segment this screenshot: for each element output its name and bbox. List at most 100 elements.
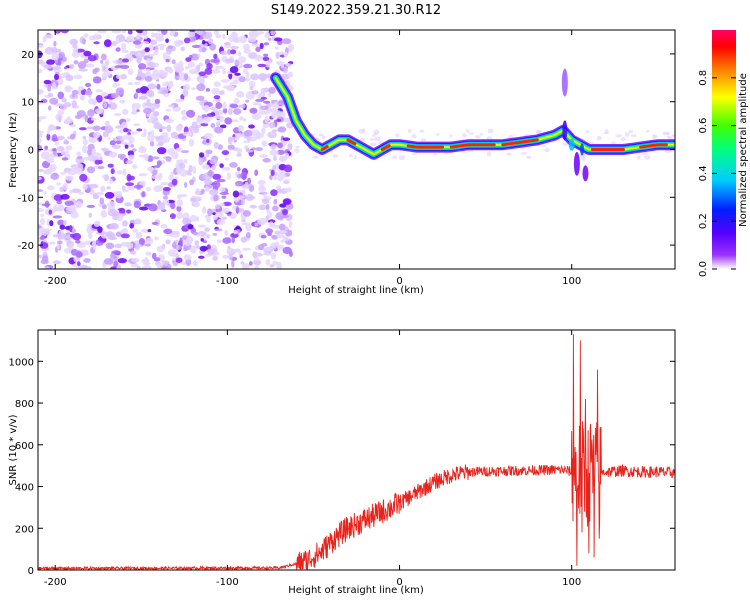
spectrogram-noise-cell	[151, 252, 157, 260]
spectrogram-noise-cell	[221, 216, 228, 220]
spectrogram-noise-cell	[354, 155, 358, 160]
spectrogram-noise-cell	[419, 129, 425, 133]
colorbar-label: Normalized spectral amplitude	[738, 73, 749, 227]
spectrogram-noise-cell	[158, 202, 166, 211]
spectrogram-noise-cell	[264, 73, 272, 78]
spectrogram-noise-cell	[269, 149, 279, 156]
spectrogram-noise-cell	[60, 193, 70, 200]
spectrogram-noise-cell	[245, 71, 250, 79]
spectrogram-noise-cell	[175, 98, 185, 103]
spectrogram-noise-cell	[48, 209, 52, 215]
spectrogram-noise-cell	[115, 37, 120, 45]
spectrogram-noise-cell	[77, 61, 87, 69]
spectrogram-noise-cell	[232, 36, 241, 43]
spectrogram-noise-cell	[229, 66, 239, 74]
spectrogram-noise-cell	[588, 141, 594, 145]
spectrogram-noise-cell	[196, 117, 203, 124]
spectrogram-noise-cell	[282, 137, 291, 141]
spectrogram-noise-cell	[205, 153, 210, 158]
spectrogram-noise-cell	[209, 188, 219, 196]
spectrogram-noise-cell	[57, 91, 65, 100]
spectrogram-noise-cell	[46, 59, 55, 65]
spectrogram-noise-cell	[259, 42, 264, 50]
spectrogram-noise-cell	[43, 266, 51, 269]
spectrogram-noise-cell	[203, 105, 210, 113]
spectrogram-noise-cell	[126, 242, 134, 250]
spectrogram-noise-cell	[666, 131, 670, 135]
spectrogram-noise-cell	[148, 203, 158, 212]
spectrogram-noise-cell	[133, 81, 141, 85]
spectrogram-noise-cell	[271, 234, 278, 240]
spectrogram-noise-cell	[282, 198, 292, 205]
spectrogram-noise-cell	[643, 155, 651, 160]
spectrogram-noise-cell	[182, 84, 191, 91]
colorbar: 0.0 0.2 0.4 0.6 0.8 Normalized spectral ampl…	[698, 30, 749, 277]
snr-y-label: SNR (10 * v/v)	[8, 414, 19, 485]
spectrogram-noise-cell	[395, 133, 400, 138]
spectrogram-noise-cell	[165, 38, 169, 43]
spectrogram-noise-cell	[192, 165, 197, 174]
spectrogram-noise-cell	[285, 63, 292, 67]
spectrogram-noise-cell	[103, 102, 107, 109]
spectrogram-noise-cell	[148, 138, 155, 142]
spectrogram-noise-cell	[201, 39, 206, 45]
spectrogram-noise-cell	[75, 163, 84, 171]
spectrogram-noise-cell	[92, 33, 100, 41]
spectrogram-y-tick-label: 0	[28, 146, 34, 157]
spectrogram-noise-cell	[136, 265, 141, 269]
spectrogram-noise-cell	[212, 180, 221, 189]
spectrogram-noise-cell	[279, 223, 286, 231]
spectrogram-noise-cell	[92, 76, 102, 84]
spectrogram-noise-cell	[126, 36, 130, 44]
spectrogram-noise-cell	[47, 84, 52, 92]
spectrogram-noise-cell	[168, 174, 174, 182]
spectrogram-noise-cell	[198, 157, 204, 166]
spectrogram-noise-cell	[140, 93, 151, 97]
spectrogram-noise-cell	[192, 70, 199, 75]
spectrogram-noise-cell	[43, 169, 53, 175]
spectrogram-noise-cell	[134, 92, 139, 99]
spectrogram-noise-cell	[147, 229, 152, 233]
spectrogram-noise-cell	[181, 115, 188, 121]
spectrogram-noise-cell	[63, 247, 74, 254]
spectrogram-noise-cell	[265, 259, 271, 266]
spectrogram-x-tick-label: -200	[44, 276, 67, 287]
spectrogram-noise-cell	[76, 110, 86, 118]
spectrogram-noise-cell	[270, 144, 277, 150]
colorbar-tick-label: 0.0	[698, 261, 709, 277]
spectrogram-noise-cell	[78, 192, 85, 195]
spectrogram-noise-cell	[116, 214, 123, 222]
spectrogram-noise-cell	[140, 258, 150, 264]
spectrogram-noise-cell	[101, 53, 107, 61]
spectrogram-noise-cell	[83, 33, 89, 38]
spectrogram-noise-cell	[277, 126, 287, 133]
spectrogram-noise-cell	[88, 232, 93, 240]
spectrogram-spike-blob	[562, 120, 568, 141]
spectrogram-noise-cell	[95, 231, 106, 235]
spectrogram-noise-cell	[47, 241, 56, 245]
spectrogram-noise-cell	[38, 88, 43, 95]
spectrogram-noise-cell	[188, 54, 193, 59]
spectrogram-noise-cell	[202, 34, 211, 40]
spectrogram-noise-cell	[51, 82, 57, 90]
spectrogram-noise-cell	[94, 108, 104, 114]
spectrogram-noise-cell	[641, 151, 649, 155]
spectrogram-noise-cell	[49, 97, 59, 105]
spectrogram-noise-cell	[225, 157, 229, 161]
spectrogram-noise-cell	[40, 213, 45, 218]
spectrogram-noise-cell	[111, 30, 122, 34]
spectrogram-noise-cell	[262, 158, 271, 163]
spectrogram-noise-cell	[112, 83, 118, 88]
spectrogram-noise-cell	[57, 78, 64, 85]
spectrogram-noise-cell	[109, 222, 119, 230]
spectrogram-noise-cell	[60, 30, 69, 34]
spectrogram-noise-cell	[283, 164, 293, 173]
spectrogram-noise-cell	[254, 54, 263, 62]
spectrogram-noise-cell	[94, 159, 101, 165]
spectrogram-noise-cell	[116, 74, 121, 79]
spectrogram-noise-cell	[149, 130, 155, 138]
spectrogram-noise-cell	[212, 255, 219, 261]
spectrogram-noise-cell	[146, 186, 151, 192]
spectrogram-noise-cell	[150, 39, 157, 46]
